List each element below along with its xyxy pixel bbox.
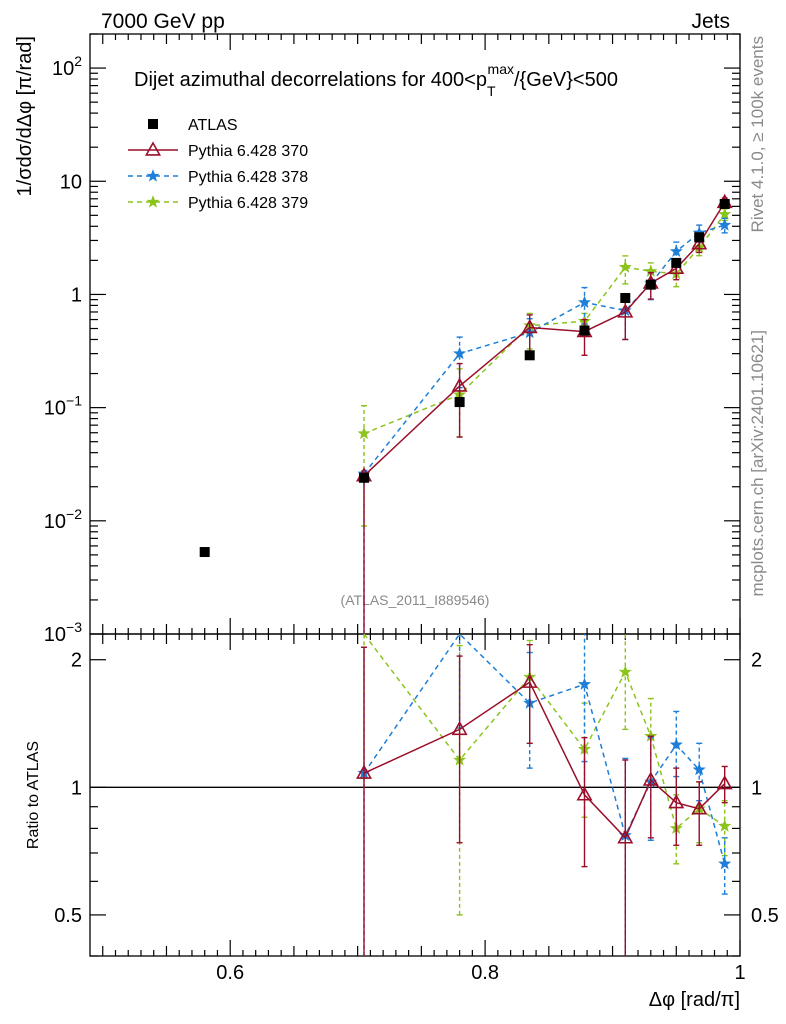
legend-label: ATLAS: [188, 117, 238, 134]
ratio-pythia-6-428-370-point: [576, 786, 593, 801]
legend: ATLAS Pythia 6.428 370 Pythia 6.428 378 Pyt…: [128, 117, 308, 212]
ratio-pythia-6-428-370-point: [716, 775, 733, 790]
ratio-pythia-6-428-370-point: [668, 794, 685, 809]
atlas-data-point: [645, 279, 656, 290]
ratio-x-tick-label: 0.8: [471, 962, 499, 984]
ratio-y-tick-label-left: 1: [71, 777, 82, 799]
ratio-pythia-6-428-379-point: [618, 665, 632, 678]
legend-marker: [146, 169, 160, 182]
main-pythia-6-428-378-point: [669, 244, 683, 258]
atlas-data-point: [454, 397, 465, 408]
header-left: 7000 GeV pp: [101, 10, 225, 33]
ratio-y-tick-label-left: 2: [71, 650, 82, 672]
title-prefix: Dijet azimuthal decorrelations for 400<p: [134, 69, 487, 91]
main-pythia-6-428-370-point: [451, 377, 468, 392]
main-ylabel: 1/σdσ/dΔφ [π/rad]: [14, 36, 36, 196]
legend-label: Pythia 6.428 379: [188, 195, 308, 212]
ratio-y-tick-label-left: 0.5: [54, 905, 82, 927]
legend-label: Pythia 6.428 370: [188, 143, 308, 160]
atlas-data-point: [524, 350, 535, 361]
main-y-tick-label: 10: [60, 171, 82, 193]
ratio-plot-area: [356, 632, 733, 956]
title-suffix: /{GeV}<500: [514, 69, 618, 91]
main-pythia-6-428-379-point: [718, 207, 732, 220]
main-pythia-6-428-378-point: [577, 295, 592, 308]
atlas-data-point: [694, 232, 705, 243]
ratio-pythia-6-428-370-line: [363, 681, 726, 840]
ratio-ylabel: Ratio to ATLAS: [25, 741, 42, 849]
atlas-data-point: [199, 547, 210, 558]
legend-marker: [146, 195, 160, 208]
legend-marker-atlas: [148, 119, 158, 129]
main-y-tick-label: 10−1: [44, 393, 82, 420]
main-pythia-6-428-378-point: [453, 346, 467, 360]
main-plot-area: [199, 193, 733, 634]
main-y-tick-label: 102: [52, 53, 82, 80]
main-axis-ticks: 10−3 10−2 10−1 1 10 102: [44, 33, 741, 646]
atlas-data-point: [359, 472, 370, 483]
ratio-pythia-6-428-378-point: [718, 856, 732, 870]
ratio-y-tick-label-right: 0.5: [751, 905, 779, 927]
ratio-x-tick-label: 1: [734, 962, 745, 984]
ratio-pythia-6-428-379-line: [363, 633, 726, 830]
main-pythia-6-428-370-point: [617, 303, 634, 318]
ratio-pythia-6-428-378-point: [669, 737, 683, 751]
chart-title: Dijet azimuthal decorrelations for 400<p…: [134, 61, 618, 99]
rivet-label: Rivet 4.1.0, ≥ 100k events: [748, 36, 767, 232]
ratio-x-tick-label: 0.6: [216, 962, 244, 984]
ratio-pythia-6-428-378-point: [577, 677, 592, 690]
legend-label: Pythia 6.428 378: [188, 169, 308, 186]
main-pythia-6-428-370-point: [521, 318, 538, 334]
ratio-pythia-6-428-370-point: [642, 771, 659, 786]
x-axis-label: Δφ [rad/π]: [649, 989, 740, 1011]
main-pythia-6-428-370-point: [691, 235, 708, 250]
main-y-tick-label: 1: [71, 284, 82, 306]
main-pythia-6-428-379-point: [618, 260, 632, 273]
atlas-data-point: [671, 257, 682, 268]
title-sup: max: [488, 61, 514, 77]
ratio-y-tick-label-right: 2: [751, 650, 762, 672]
ratio-pythia-6-428-370-point: [521, 673, 538, 688]
atlas-data-point: [719, 198, 730, 209]
ratio-pythia-6-428-378-point: [692, 762, 706, 776]
atlas-data-point: [579, 325, 590, 336]
atlas-data-point: [620, 293, 631, 304]
main-pythia-6-428-378-point: [718, 218, 732, 231]
ratio-pythia-6-428-370-point: [691, 800, 708, 815]
ratio-pythia-6-428-370-point: [617, 829, 634, 844]
main-pythia-6-428-370-line: [363, 202, 726, 477]
main-pythia-6-428-379-point: [357, 426, 371, 440]
ratio-pythia-6-428-379-point: [718, 819, 732, 832]
ratio-axis-ticks: 0.6 0.8 1 0.5 0.5 1 1 2 2: [54, 634, 779, 984]
ratio-pythia-6-428-370-point: [356, 764, 373, 779]
ratio-pythia-6-428-370-point: [451, 720, 468, 736]
legend-marker: [144, 141, 162, 156]
mcplots-label: mcplots.cern.ch [arXiv:2401.10621]: [748, 330, 767, 596]
analysis-id: (ATLAS_2011_I889546): [341, 592, 490, 608]
header-right: Jets: [691, 10, 730, 33]
main-pythia-6-428-378-line: [363, 224, 725, 475]
main-y-tick-label: 10−2: [44, 506, 82, 533]
ratio-y-tick-label-right: 1: [751, 777, 762, 799]
ratio-panel-frame: [89, 633, 741, 957]
title-sub: T: [487, 83, 496, 99]
main-y-tick-label: 10−3: [44, 619, 82, 646]
